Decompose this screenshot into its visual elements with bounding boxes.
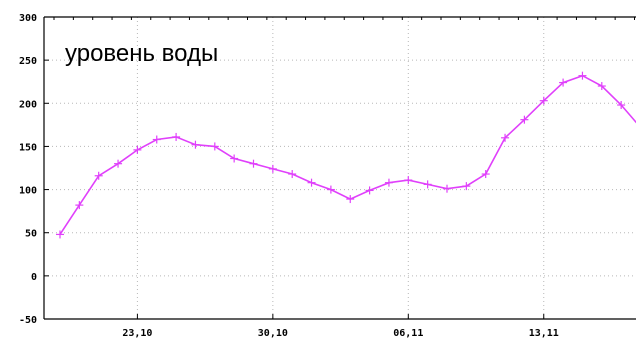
x-tick-label: 06,11: [393, 328, 423, 339]
data-point: [268, 164, 277, 173]
data-point: [481, 170, 490, 179]
chart-annotation: уровень воды: [65, 40, 218, 67]
data-point: [423, 180, 432, 189]
y-tick-label: 50: [25, 229, 37, 240]
data-point: [597, 82, 606, 91]
data-point: [501, 133, 510, 142]
data-point: [559, 78, 568, 87]
data-point: [307, 178, 316, 187]
y-tick-label: 200: [19, 99, 37, 110]
data-point: [152, 135, 161, 144]
data-point: [94, 171, 103, 180]
x-tick-label: 23,10: [122, 328, 152, 339]
data-point: [539, 96, 548, 105]
data-point: [365, 186, 374, 195]
y-tick-label: 300: [19, 13, 37, 24]
data-point: [520, 115, 529, 124]
data-point: [288, 170, 297, 179]
y-axis-ticks: 300 250 200 150 100 50 0 -50: [19, 13, 49, 326]
y-tick-label: 150: [19, 142, 37, 153]
data-point: [75, 201, 84, 210]
data-point: [462, 182, 471, 191]
x-tick-label: 30,10: [258, 328, 288, 339]
data-point: [56, 230, 64, 239]
series-line: [59, 74, 636, 235]
y-tick-label: -50: [19, 315, 37, 326]
x-tick-label: 13,11: [529, 328, 559, 339]
data-point: [404, 176, 413, 185]
data-point: [249, 159, 258, 168]
axes: [43, 16, 636, 320]
data-point: [114, 159, 123, 168]
grid: [44, 17, 636, 319]
x-axis-ticks: 23,10 30,10 06,11 13,11: [122, 314, 559, 339]
data-point: [172, 132, 181, 141]
data-point: [326, 185, 335, 194]
y-tick-label: 250: [19, 56, 37, 67]
series: [56, 71, 636, 239]
data-point: [443, 184, 451, 193]
data-point: [230, 154, 239, 163]
data-point: [210, 142, 219, 151]
data-point: [578, 71, 587, 80]
data-point: [384, 178, 393, 187]
y-tick-label: 100: [19, 186, 37, 197]
data-point: [346, 195, 355, 204]
data-point: [617, 101, 626, 110]
data-point: [133, 145, 142, 154]
data-point: [191, 140, 200, 149]
y-tick-label: 0: [31, 272, 37, 283]
